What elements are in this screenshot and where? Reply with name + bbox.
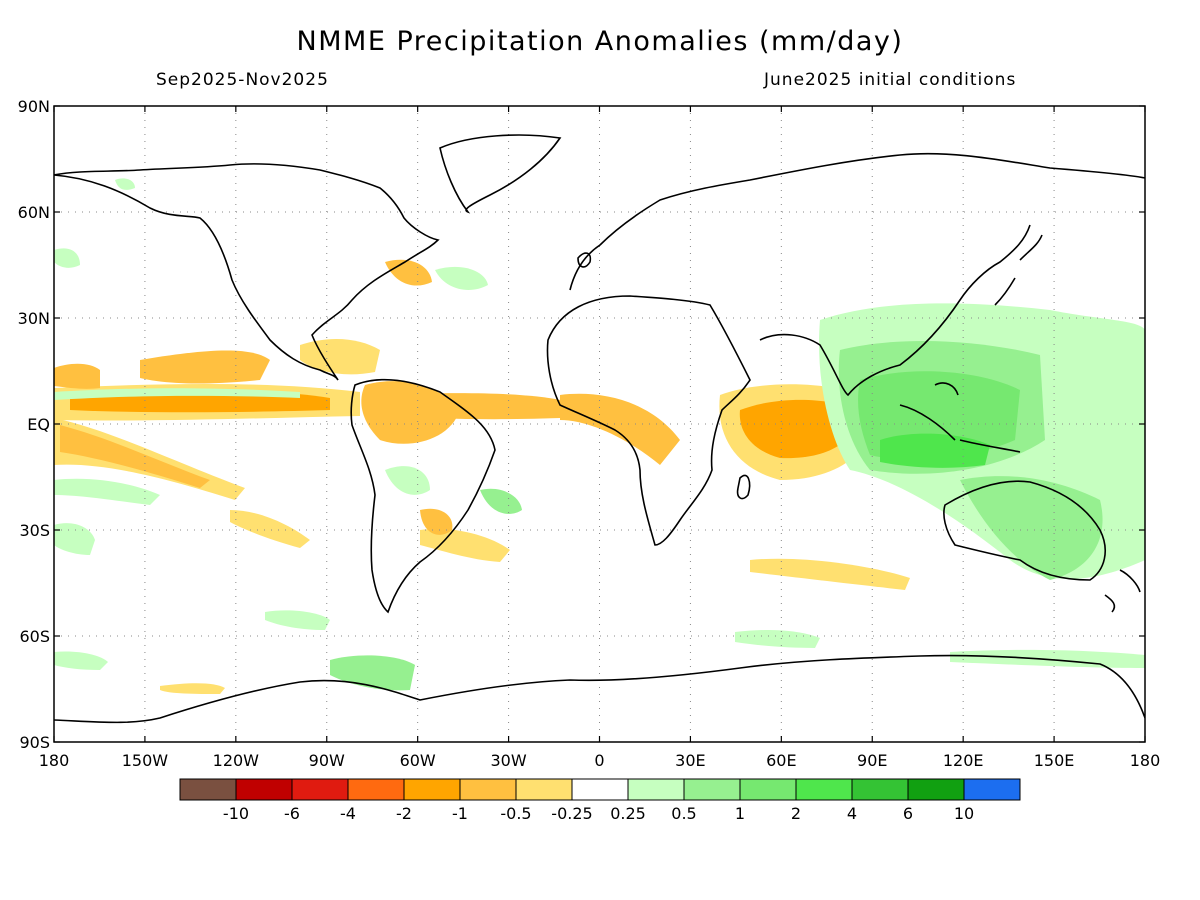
legend-label: -10: [223, 804, 249, 823]
legend-swatch: [515, 778, 573, 801]
southern-ocean-wet-1: [265, 610, 330, 630]
north-pacific-wet: [54, 248, 80, 268]
latitude-labels: 90N 60N 30N EQ 30S 60S 90S: [18, 97, 50, 752]
north-pacific-dry-west: [54, 363, 100, 389]
lat-label: 30N: [18, 309, 50, 328]
lon-label: 60W: [400, 751, 436, 770]
lon-label: 180: [1130, 751, 1161, 770]
legend-swatch: [235, 778, 293, 801]
south-america-coast: [350, 378, 496, 614]
south-atlantic-wet: [480, 488, 522, 514]
lon-label: 120W: [213, 751, 260, 770]
legend-label: -6: [284, 804, 300, 823]
anomaly-field: [54, 178, 1145, 694]
legend-label: 6: [903, 804, 913, 823]
legend-swatch: [459, 778, 517, 801]
lon-label: 150W: [122, 751, 169, 770]
lat-label: 60S: [19, 627, 50, 646]
lon-label: 30W: [490, 751, 526, 770]
axis-ticks: [53, 105, 1146, 743]
lon-label: 90E: [857, 751, 887, 770]
australia-coast: [943, 480, 1106, 581]
gridlines: [54, 106, 1145, 742]
legend-swatch: [963, 778, 1021, 801]
southern-ocean-wet-2: [735, 630, 820, 648]
legend-label: -0.25: [551, 804, 592, 823]
legend-label: -4: [340, 804, 356, 823]
legend-swatch: [179, 778, 237, 801]
lon-label: 0: [594, 751, 604, 770]
japan-coast: [994, 234, 1043, 306]
antarctic-dry: [160, 683, 225, 694]
initial-conditions: June2025 initial conditions: [764, 70, 1017, 90]
map-title: NMME Precipitation Anomalies (mm/day): [296, 26, 904, 57]
lon-label: 150E: [1034, 751, 1075, 770]
north-america-coast: [54, 163, 440, 381]
legend-swatch: [291, 778, 349, 801]
north-atlantic-wet: [435, 266, 488, 290]
lat-label: 30S: [19, 521, 50, 540]
legend-swatch: [403, 778, 461, 801]
legend-label: 2: [791, 804, 801, 823]
legend-label: 0.5: [671, 804, 696, 823]
africa-dry: [560, 393, 680, 465]
southeast-pacific-dry: [230, 510, 310, 548]
legend-swatch: [795, 778, 853, 801]
south-atlantic-dry: [420, 528, 510, 562]
legend-label: 1: [735, 804, 745, 823]
british-isles-coast: [577, 252, 592, 268]
longitude-labels: 180 150W 120W 90W 60W 30W 0 30E 60E 90E 120E 150E 18…: [39, 751, 1161, 770]
africa-coast: [546, 295, 751, 546]
legend-label: -2: [396, 804, 412, 823]
argentina-dry: [420, 508, 453, 535]
madagascar-coast: [736, 474, 751, 500]
arctic-wet: [115, 178, 135, 190]
legend-label: -0.5: [500, 804, 531, 823]
new-zealand-coast: [1104, 569, 1141, 613]
lat-label: EQ: [27, 415, 50, 434]
legend-label: 4: [847, 804, 857, 823]
lat-label: 90N: [18, 97, 50, 116]
legend-label: 0.25: [610, 804, 646, 823]
legend-swatch: [739, 778, 797, 801]
legend-swatch: [571, 778, 629, 801]
lon-label: 30E: [675, 751, 705, 770]
legend-swatch: [907, 778, 965, 801]
legend-label: -1: [452, 804, 468, 823]
coastlines: [54, 134, 1145, 724]
legend-label: 10: [954, 804, 974, 823]
maritime-continent-wet-core: [880, 433, 990, 468]
color-legend: -10 -6 -4 -2 -1 -0.5 -0.25 0.25 0.5 1 2 4 6 10: [179, 778, 1021, 823]
antarctica-coast: [54, 654, 1145, 724]
east-pacific-dry: [140, 350, 270, 384]
equatorial-pacific-wet-strip: [54, 388, 300, 400]
lon-label: 60E: [766, 751, 796, 770]
south-pacific-dry-core: [60, 425, 210, 488]
wet-anomalies: [54, 178, 1145, 691]
lon-label: 90W: [309, 751, 345, 770]
south-pacific-wet: [54, 478, 160, 505]
legend-swatch: [347, 778, 405, 801]
legend-swatch: [627, 778, 685, 801]
legend-swatch: [851, 778, 909, 801]
southeast-pacific-wet: [54, 523, 95, 555]
greenland-coast: [439, 134, 562, 214]
forecast-period: Sep2025-Nov2025: [156, 70, 329, 90]
lat-label: 60N: [18, 203, 50, 222]
lat-label: 90S: [19, 733, 50, 752]
lon-label: 120E: [943, 751, 984, 770]
south-indian-dry: [750, 558, 910, 590]
legend-swatch: [683, 778, 741, 801]
australia-wet: [960, 476, 1103, 580]
europe-asia-coast: [569, 152, 1145, 397]
map-frame: [53, 105, 1146, 743]
southern-ocean-wet-3: [54, 651, 108, 670]
caribbean-dry: [300, 338, 380, 375]
indonesia-coast: [899, 382, 1021, 453]
lon-label: 180: [39, 751, 70, 770]
amazon-dry: [361, 381, 460, 444]
south-america-wet: [385, 466, 430, 495]
